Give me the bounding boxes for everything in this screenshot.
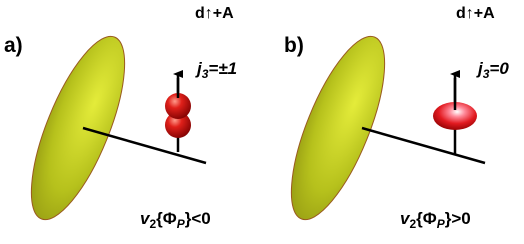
panel-label: b) (284, 34, 304, 57)
beam-axis (362, 128, 485, 163)
panel-title: d↑+A (456, 5, 495, 22)
nucleus-disk (13, 26, 144, 231)
j3-label: j3=±1 (195, 59, 237, 81)
j3-label: j3=0 (476, 59, 509, 81)
v2-label: v2{ΦP}>0 (400, 209, 471, 231)
j-rel: =0 (489, 59, 509, 78)
v-rel: }<0 (185, 209, 211, 228)
panel-title: d↑+A (195, 5, 234, 22)
v-open: {Φ (156, 209, 177, 228)
figure: a) d↑+A j3=±1 v2{ΦP}<0 b) d↑+A j3=0 v2{Φ… (0, 0, 524, 244)
panel-label: a) (4, 34, 23, 57)
j-rel: =±1 (208, 59, 237, 78)
panel-a: a) d↑+A j3=±1 v2{ΦP}<0 (4, 5, 237, 231)
v-open: {Φ (416, 209, 437, 228)
v-rel: }>0 (445, 209, 471, 228)
v2-label: v2{ΦP}<0 (140, 209, 211, 231)
panel-b: b) d↑+A j3=0 v2{ΦP}>0 (273, 5, 510, 231)
